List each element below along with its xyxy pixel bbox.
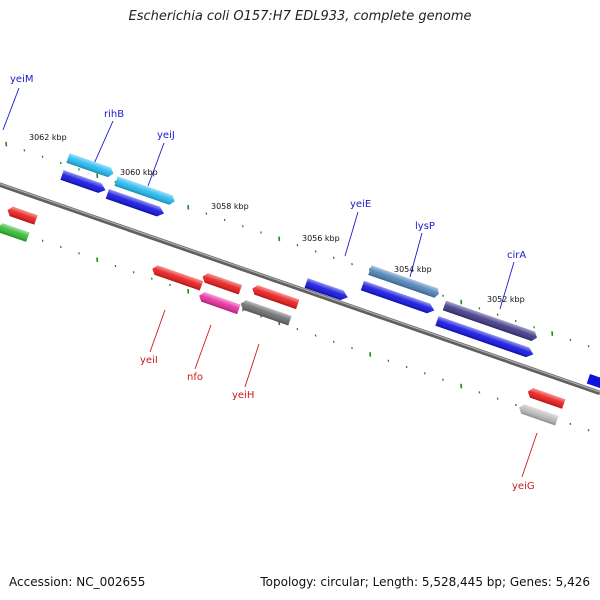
gene-label-yeiI: yeiI: [140, 355, 158, 366]
gene-blue-cirA-below[interactable]: [435, 316, 535, 359]
gene-label-yeiE: yeiE: [350, 199, 371, 210]
gene-yeiJ[interactable]: [114, 176, 176, 206]
scale-label-3054: 3054 kbp: [394, 265, 432, 274]
gene-label-yeiM: yeiM: [10, 74, 33, 85]
leader-nfo: [194, 324, 212, 370]
gene-label-yeiH: yeiH: [232, 390, 254, 401]
genome-summary-text: Topology: circular; Length: 5,528,445 bp…: [260, 575, 590, 589]
gene-cirA[interactable]: [442, 300, 539, 343]
scale-label-3056: 3056 kbp: [302, 234, 340, 243]
gene-label-cirA: cirA: [507, 250, 526, 261]
gene-yeiG[interactable]: [517, 403, 559, 426]
gene-yeiE[interactable]: [304, 278, 350, 302]
gene-label-yeiJ: yeiJ: [157, 130, 175, 141]
gene-label-lysP: lysP: [415, 221, 435, 232]
gene-red-right[interactable]: [251, 284, 300, 310]
gene-label-rihB: rihB: [104, 109, 124, 120]
gene-blue-yeiJ-below[interactable]: [105, 189, 166, 218]
leader-yeiH: [244, 343, 260, 388]
gene-rihB[interactable]: [66, 153, 115, 178]
genome-backbone: [0, 182, 600, 396]
gene-blue-right-edge-2[interactable]: [586, 374, 600, 394]
scale-label-3058: 3058 kbp: [211, 202, 249, 211]
tick-track-outer: [5, 141, 590, 348]
gene-label-yeiG: yeiG: [512, 481, 535, 492]
gene-green-left[interactable]: [0, 222, 30, 242]
gene-lysP[interactable]: [368, 265, 440, 298]
gene-blue-lysP-below[interactable]: [360, 280, 436, 315]
scale-label-3060: 3060 kbp: [120, 168, 158, 177]
leader-yeiM: [2, 87, 20, 131]
gene-nfo[interactable]: [197, 291, 241, 315]
leader-yeiG: [521, 432, 538, 478]
gene-red-left[interactable]: [6, 205, 38, 225]
scale-label-3052: 3052 kbp: [487, 295, 525, 304]
gene-red-mid[interactable]: [201, 272, 242, 295]
leader-yeiJ: [147, 142, 165, 187]
accession-text: Accession: NC_002655: [9, 575, 146, 589]
gene-yeiH[interactable]: [239, 299, 292, 326]
gene-label-nfo: nfo: [187, 372, 203, 383]
map-title: Escherichia coli O157:H7 EDL933, complet…: [128, 9, 472, 24]
scale-label-3062: 3062 kbp: [29, 133, 67, 142]
gene-red-far-right[interactable]: [526, 387, 566, 409]
gene-yeiI[interactable]: [151, 264, 204, 291]
leader-cirA: [499, 261, 515, 310]
leader-rihB: [92, 120, 114, 167]
leader-lysP: [409, 232, 423, 278]
leader-yeiE: [344, 211, 359, 257]
leader-yeiI: [149, 309, 166, 353]
gene-blue-rihB-below[interactable]: [60, 170, 107, 195]
